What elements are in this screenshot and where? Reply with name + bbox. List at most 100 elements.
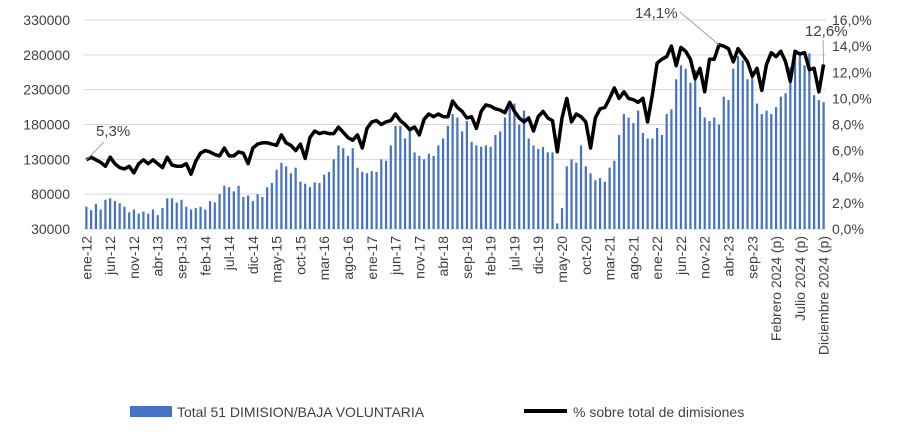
bar bbox=[294, 167, 297, 229]
bar bbox=[613, 160, 616, 229]
bar bbox=[237, 185, 240, 229]
bar bbox=[208, 201, 212, 229]
bar bbox=[151, 209, 155, 229]
bar bbox=[189, 209, 193, 229]
left-tick-label: 30000 bbox=[31, 221, 70, 237]
bar bbox=[137, 213, 140, 229]
legend-line-label: % sobre total de dimisiones bbox=[573, 404, 744, 420]
leader-line bbox=[822, 39, 825, 65]
x-tick-label: nov-12 bbox=[126, 236, 142, 279]
bar bbox=[403, 138, 407, 229]
bar bbox=[708, 121, 711, 229]
bar bbox=[185, 206, 188, 229]
bar-series bbox=[85, 51, 825, 230]
bar bbox=[670, 109, 673, 229]
bar bbox=[323, 174, 326, 229]
x-tick-label: Julio 2024 (p) bbox=[792, 236, 808, 321]
bar bbox=[394, 125, 397, 229]
left-tick-label: 130000 bbox=[23, 151, 70, 167]
bar bbox=[822, 102, 825, 229]
bar bbox=[256, 194, 259, 229]
x-tick-label: abr-23 bbox=[720, 236, 736, 277]
bar bbox=[475, 145, 478, 229]
bar bbox=[132, 209, 136, 229]
bar bbox=[223, 185, 226, 229]
x-tick-label: feb-14 bbox=[197, 236, 213, 276]
bar bbox=[375, 171, 378, 229]
bar bbox=[527, 138, 530, 229]
bar bbox=[418, 155, 421, 229]
data-label: 5,3% bbox=[96, 123, 130, 140]
left-tick-label: 280000 bbox=[23, 47, 70, 63]
bar bbox=[541, 146, 545, 229]
bar bbox=[413, 152, 416, 229]
bar bbox=[579, 145, 583, 229]
bar bbox=[90, 210, 93, 229]
bar bbox=[304, 183, 307, 229]
x-tick-label: dic-14 bbox=[245, 236, 261, 274]
bar bbox=[94, 203, 97, 229]
bar bbox=[779, 96, 782, 229]
x-tick-label: nov-22 bbox=[697, 236, 713, 279]
bar bbox=[104, 199, 107, 229]
bar bbox=[113, 201, 117, 229]
bar bbox=[546, 152, 549, 229]
x-tick-label: jun-17 bbox=[388, 236, 404, 276]
annotations: 5,3% 14,1% 12,6% bbox=[86, 5, 848, 161]
bar bbox=[199, 206, 202, 229]
bar bbox=[703, 117, 706, 229]
bar bbox=[380, 159, 383, 229]
bar bbox=[213, 202, 216, 229]
legend-bar-swatch bbox=[130, 406, 172, 417]
leader-line bbox=[679, 11, 720, 46]
right-tick-label: 14,0% bbox=[832, 38, 872, 54]
right-tick-label: 4,0% bbox=[832, 169, 864, 185]
bar bbox=[227, 187, 231, 229]
x-tick-label: ago-21 bbox=[625, 236, 641, 280]
right-tick-label: 8,0% bbox=[832, 117, 864, 133]
bar bbox=[365, 173, 369, 229]
bar bbox=[660, 134, 664, 229]
bar bbox=[427, 153, 430, 229]
bar bbox=[266, 187, 269, 229]
bar bbox=[399, 125, 402, 229]
x-tick-label: ago-16 bbox=[340, 236, 356, 280]
bar bbox=[285, 166, 288, 229]
x-tick-label: sep-23 bbox=[744, 236, 760, 279]
bar bbox=[651, 138, 654, 229]
bar bbox=[632, 123, 635, 229]
bar bbox=[513, 103, 516, 229]
bar bbox=[118, 203, 121, 229]
bar bbox=[370, 171, 373, 229]
leader-line bbox=[86, 141, 105, 161]
bar bbox=[261, 196, 264, 229]
bar bbox=[760, 114, 763, 229]
bar bbox=[128, 212, 131, 229]
bar bbox=[641, 132, 644, 229]
x-tick-label: sep-13 bbox=[174, 236, 190, 279]
bar bbox=[656, 127, 659, 229]
x-tick-label: jul-14 bbox=[221, 236, 237, 271]
x-tick-label: Febrero 2024 (p) bbox=[768, 236, 784, 341]
bar bbox=[470, 141, 473, 229]
x-tick-label: dic-19 bbox=[530, 236, 546, 274]
bar bbox=[484, 145, 488, 229]
bar bbox=[489, 146, 492, 229]
bar bbox=[361, 171, 364, 229]
x-tick-label: Diciembre 2024 (p) bbox=[816, 236, 832, 355]
bar bbox=[675, 79, 678, 229]
bar bbox=[503, 117, 507, 229]
bar bbox=[646, 138, 649, 229]
bar bbox=[584, 166, 587, 229]
bar bbox=[732, 68, 735, 230]
bar bbox=[85, 206, 88, 229]
bar bbox=[437, 145, 440, 229]
x-tick-label: abr-13 bbox=[150, 236, 166, 277]
left-tick-label: 330000 bbox=[23, 12, 70, 28]
bar bbox=[170, 198, 174, 229]
bar bbox=[746, 79, 749, 229]
bar bbox=[522, 110, 526, 229]
bar bbox=[722, 96, 725, 229]
bar bbox=[575, 162, 578, 229]
legend-bar-label: Total 51 DIMISION/BAJA VOLUNTARIA bbox=[177, 404, 425, 420]
